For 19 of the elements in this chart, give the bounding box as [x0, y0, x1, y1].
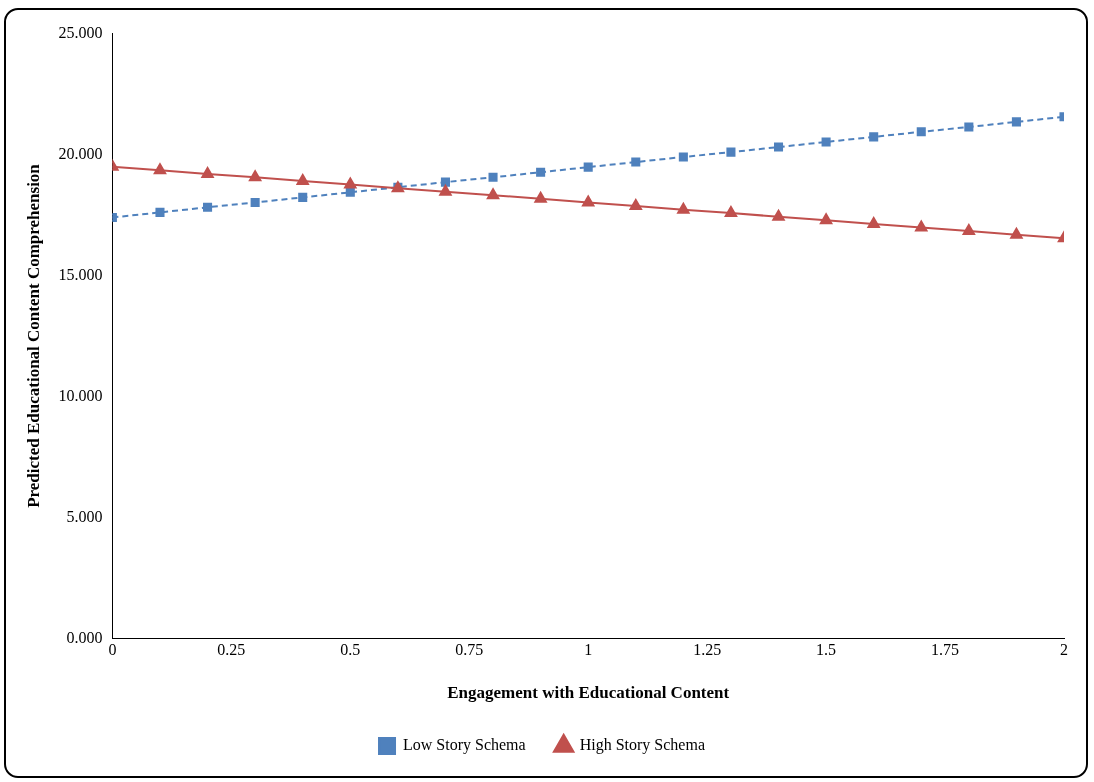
- y-tick-label: 25.000: [58, 23, 103, 41]
- x-tick-label: 0.75: [455, 641, 484, 659]
- x-axis-title: Engagement with Educational Content: [447, 683, 730, 703]
- x-tick-label: 0.25: [217, 641, 246, 659]
- x-tick-label: 0: [108, 641, 117, 659]
- x-tick-label: 0.5: [340, 641, 361, 659]
- x-tick-label: 1.75: [931, 641, 960, 659]
- x-tick-label: 1: [584, 641, 593, 659]
- y-tick-label: 5.000: [66, 507, 103, 525]
- y-tick-label: 15.000: [58, 265, 103, 283]
- y-tick-label: 0.000: [66, 628, 103, 646]
- legend-label: High Story Schema: [579, 736, 705, 755]
- y-tick-label: 10.000: [58, 386, 103, 404]
- x-tick-label: 2: [1060, 641, 1068, 659]
- y-axis-title: Predicted Educational Content Comprehension: [23, 163, 43, 508]
- x-tick-label: 1.25: [693, 641, 722, 659]
- legend-label: Low Story Schema: [403, 736, 526, 755]
- y-tick-label: 20.000: [58, 144, 103, 162]
- x-tick-label: 1.5: [816, 641, 837, 659]
